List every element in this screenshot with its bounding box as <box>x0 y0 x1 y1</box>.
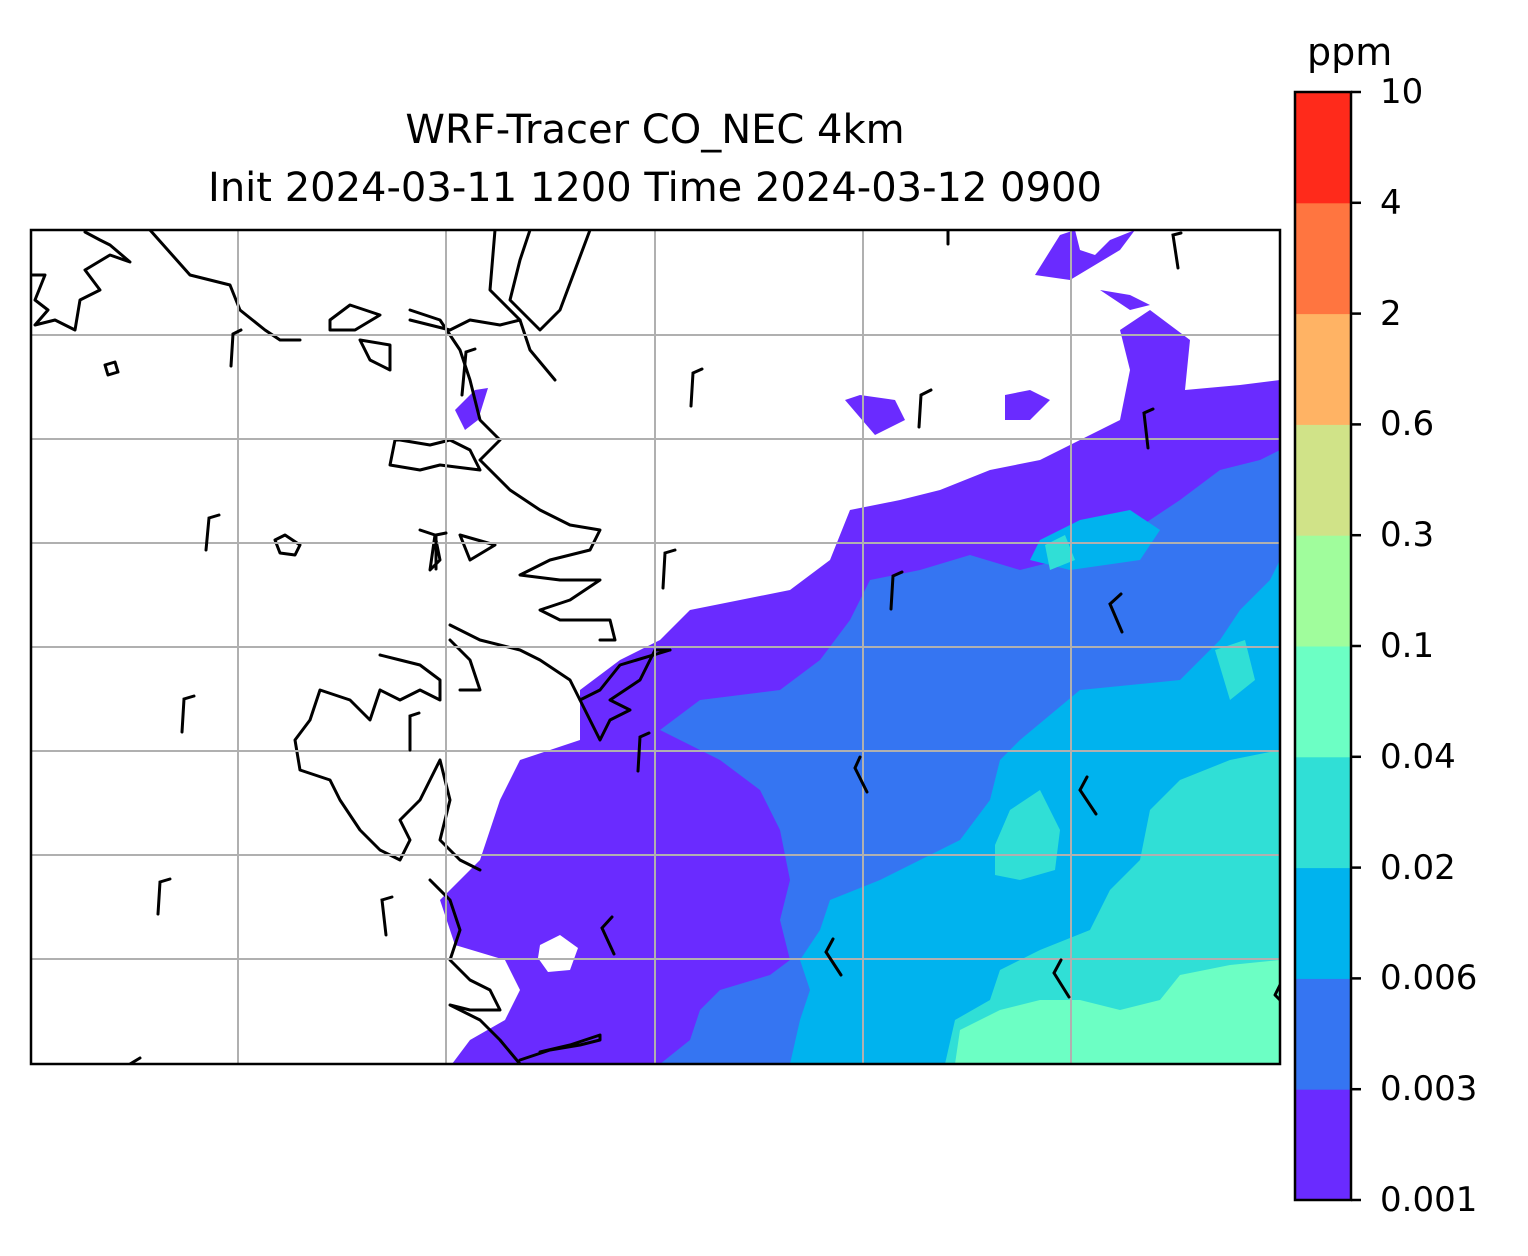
wind-barb <box>229 328 243 368</box>
colorbar-tick-label: 0.006 <box>1380 958 1478 999</box>
contour-level-0.001-patch-north <box>1035 230 1135 280</box>
wind-barbs <box>156 230 1183 999</box>
wind-barb <box>689 367 704 408</box>
colorbar-tick-label: 10 <box>1380 72 1424 112</box>
wind-barb <box>1052 958 1071 999</box>
colorbar-ticks <box>1351 90 1361 1202</box>
colorbar-band <box>1295 424 1351 536</box>
colorbar-tick-label: 0.6 <box>1380 404 1435 445</box>
wind-barb <box>600 915 616 956</box>
colorbar-unit-label: ppm <box>1307 30 1393 74</box>
contour-level-0.001-patch-b <box>1005 390 1050 420</box>
colorbar-tick-label: 2 <box>1380 293 1402 334</box>
contour-level-0.02-patch-b <box>1215 640 1255 700</box>
colorbar-tick-label: 0.02 <box>1380 847 1456 888</box>
map-title-line-2: Init 2024-03-11 1200 Time 2024-03-12 090… <box>208 165 1102 211</box>
colorbar-tick-label: 0.003 <box>1380 1069 1478 1110</box>
wind-barb <box>824 937 843 977</box>
colorbar-band <box>1295 535 1351 647</box>
wind-barb <box>460 347 477 397</box>
contour-hole <box>538 935 578 972</box>
wind-barb <box>917 388 933 429</box>
contour-level-0.001-patch-c <box>455 388 488 430</box>
coastline-northwest <box>31 230 302 342</box>
wind-barb <box>636 731 651 773</box>
wind-barb <box>180 694 196 734</box>
gridlines <box>31 230 1280 1064</box>
contour-level-0.02-patch-a <box>995 790 1060 880</box>
wind-barb <box>853 755 869 794</box>
colorbar-band <box>1295 1089 1351 1201</box>
wind-barb <box>408 711 421 752</box>
wind-barb <box>1171 231 1183 270</box>
wind-barb <box>156 877 172 916</box>
colorbar-band <box>1295 92 1351 204</box>
colorbar-band <box>1295 646 1351 758</box>
map-area <box>31 230 1280 1064</box>
colorbar-bands <box>1295 92 1351 1201</box>
wind-barb <box>1108 592 1124 634</box>
wind-barb <box>380 895 394 937</box>
coastline-bay-west <box>388 438 497 572</box>
colorbar-tick-label: 0.001 <box>1380 1180 1478 1220</box>
map-title-line-1: WRF-Tracer CO_NEC 4km <box>405 107 905 153</box>
coastlines <box>31 230 1280 1064</box>
wind-barb <box>1078 775 1098 816</box>
colorbar-band <box>1295 978 1351 1090</box>
coastline-bay-east <box>328 303 617 642</box>
contour-level-0.001-patch-a <box>845 395 905 435</box>
coastline-island-b <box>273 533 302 557</box>
map-frame <box>29 228 1282 1066</box>
colorbar <box>1293 90 1361 1202</box>
colorbar-tick-label: 4 <box>1380 182 1402 223</box>
wind-barb <box>889 570 904 611</box>
coastline-island-a <box>103 360 120 377</box>
coastline-south <box>428 878 602 1064</box>
colorbar-tick-label: 0.3 <box>1380 515 1435 556</box>
colorbar-tick-label: 0.04 <box>1380 736 1456 777</box>
colorbar-band <box>1295 202 1351 315</box>
colorbar-tick-label: 0.1 <box>1380 626 1435 666</box>
colorbar-band <box>1295 867 1351 979</box>
wind-barb <box>204 513 221 552</box>
coastline-peninsula <box>293 623 672 872</box>
colorbar-band <box>1295 313 1351 425</box>
colorbar-band <box>1295 756 1351 869</box>
coastline-east-peninsula <box>578 648 672 742</box>
wind-barb <box>1142 407 1155 450</box>
contour-level-0.001-patch-d <box>1100 290 1150 310</box>
coastline-southeast-edge <box>1273 983 1280 1002</box>
wind-barb <box>661 548 677 590</box>
contour-level-0.04 <box>955 960 1280 1064</box>
wind-barb <box>434 531 448 571</box>
